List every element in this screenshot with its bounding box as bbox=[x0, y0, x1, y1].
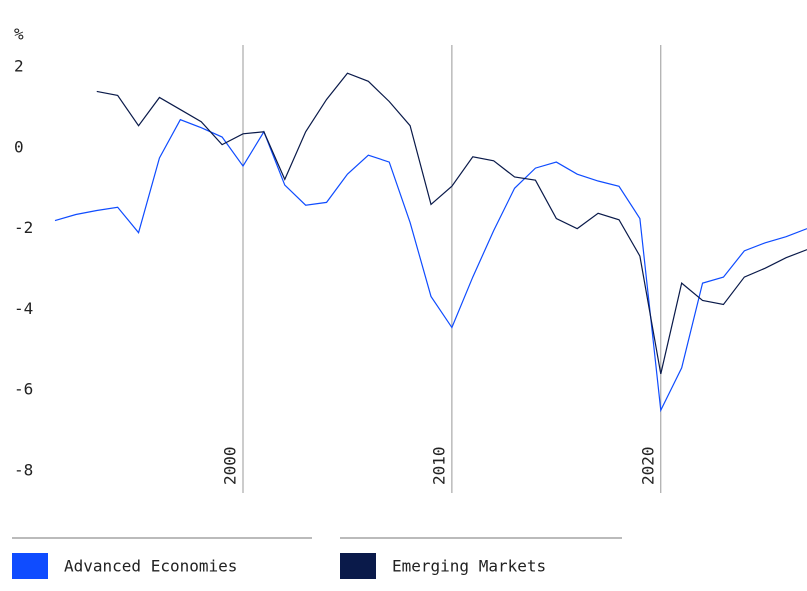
y-tick-label: -2 bbox=[14, 218, 33, 237]
y-tick-label: -6 bbox=[14, 380, 33, 399]
x-tick-label: 2020 bbox=[638, 446, 657, 485]
series-line bbox=[96, 72, 807, 375]
legend-label: Emerging Markets bbox=[392, 557, 546, 576]
x-tick-label: 2000 bbox=[221, 446, 240, 485]
y-axis-label: % bbox=[14, 25, 24, 44]
series-line bbox=[54, 118, 807, 413]
legend-swatch bbox=[340, 553, 376, 579]
legend-label: Advanced Economies bbox=[64, 557, 237, 576]
y-tick-label: -8 bbox=[14, 460, 33, 479]
x-tick-label: 2010 bbox=[429, 446, 448, 485]
y-tick-label: 0 bbox=[14, 137, 24, 156]
legend-swatch bbox=[12, 553, 48, 579]
y-tick-label: -4 bbox=[14, 299, 33, 318]
y-tick-label: 2 bbox=[14, 57, 24, 76]
